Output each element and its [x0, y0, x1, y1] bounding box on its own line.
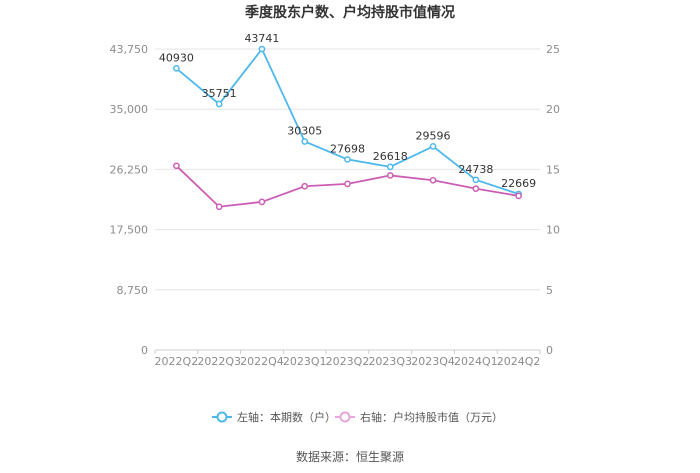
series-2-point[interactable]	[215, 203, 223, 211]
series-1-point[interactable]	[258, 45, 266, 53]
legend-label-right-series: 右轴：户均持股市值（万元）	[360, 410, 503, 424]
left-axis: 0 8,750 17,500 26,250 35,000 43,750	[110, 43, 149, 357]
right-axis: 0 5 10 15 20 25	[546, 43, 560, 357]
x-tick-label: 2024Q1	[454, 355, 498, 368]
x-axis: 2022Q2 2022Q3 2022Q4 2023Q1 2023Q2 2023Q3 2023…	[154, 350, 541, 368]
legend-label-left-series: 左轴：本期数（户）	[237, 410, 336, 424]
series-1-point[interactable]	[301, 138, 309, 145]
grid	[155, 48, 540, 351]
series-2-point[interactable]	[386, 172, 394, 179]
series-2-point[interactable]	[301, 182, 309, 190]
left-tick-label: 26,250	[110, 163, 149, 176]
series-1-point[interactable]	[344, 156, 351, 163]
chart-title: 季度股东户数、户均持股市值情况	[244, 4, 455, 21]
x-tick-label: 2022Q2	[155, 355, 199, 368]
data-label: 22669	[501, 177, 536, 190]
series-1-point[interactable]	[386, 163, 394, 171]
data-label: 35751	[202, 87, 237, 100]
x-tick-label: 2023Q4	[411, 355, 455, 368]
data-source: 数据来源：恒生聚源	[296, 449, 404, 464]
x-tick-label: 2022Q3	[197, 355, 241, 368]
series-2-point[interactable]	[344, 180, 351, 188]
x-tick-label: 2023Q2	[326, 355, 370, 368]
right-tick-label: 15	[546, 163, 560, 176]
left-tick-label: 8,750	[117, 284, 149, 297]
right-tick-label: 10	[546, 224, 560, 237]
series	[173, 45, 522, 211]
data-label: 26618	[373, 150, 408, 163]
data-label: 43741	[244, 32, 279, 45]
data-label: 40930	[159, 51, 194, 64]
right-tick-label: 25	[546, 43, 560, 56]
series-2-point[interactable]	[472, 185, 480, 193]
series-2-point[interactable]	[173, 162, 180, 170]
data-labels: 40930 35751 43741 30305 27698 26618 29596 24738…	[159, 32, 536, 190]
left-tick-label: 0	[141, 344, 148, 357]
right-tick-label: 20	[546, 103, 560, 116]
series-1-point[interactable]	[215, 100, 223, 108]
legend-item-left-series[interactable]: 左轴：本期数（户）	[212, 410, 336, 424]
series-2-point[interactable]	[429, 176, 437, 184]
legend[interactable]: 左轴：本期数（户） 右轴：户均持股市值（万元）	[212, 410, 503, 424]
data-label: 24738	[458, 163, 493, 176]
left-tick-label: 35,000	[110, 103, 149, 116]
series-2-point[interactable]	[515, 192, 522, 200]
data-label: 29596	[416, 129, 451, 142]
legend-item-right-series[interactable]: 右轴：户均持股市值（万元）	[335, 410, 503, 424]
series-1-point[interactable]	[173, 65, 180, 72]
series-1-point[interactable]	[472, 176, 480, 184]
series-2-point[interactable]	[258, 198, 266, 206]
x-tick-label: 2023Q3	[368, 355, 412, 368]
right-tick-label: 0	[546, 344, 553, 357]
x-tick-label: 2023Q1	[283, 355, 327, 368]
legend-marker-icon	[216, 411, 228, 423]
x-tick-label: 2024Q2	[497, 355, 541, 368]
legend-marker-icon	[339, 411, 351, 423]
x-tick-label: 2022Q4	[240, 355, 284, 368]
data-label: 30305	[287, 125, 322, 138]
series-1-point[interactable]	[429, 143, 437, 150]
left-tick-label: 17,500	[110, 224, 149, 237]
data-label: 27698	[330, 142, 365, 155]
right-tick-label: 5	[546, 284, 553, 297]
left-tick-label: 43,750	[110, 43, 149, 56]
